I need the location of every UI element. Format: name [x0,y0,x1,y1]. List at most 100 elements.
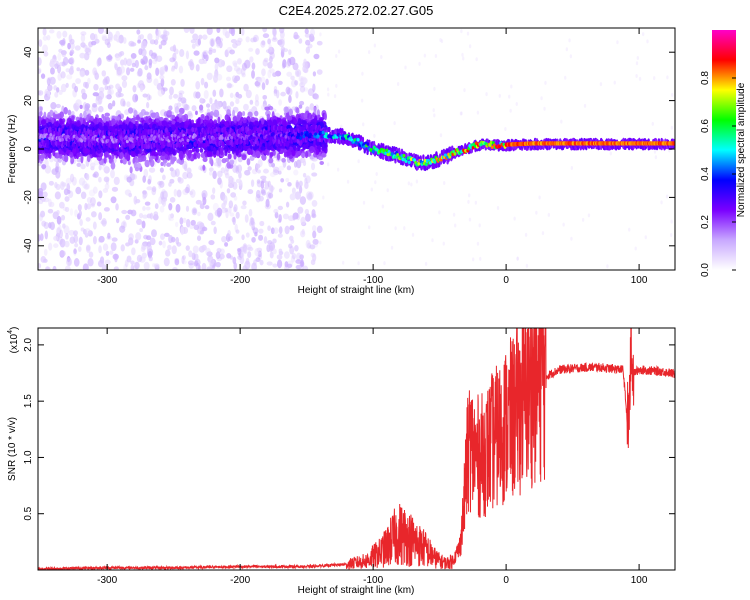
heatmap-cell [174,106,180,114]
heatmap-cell [49,109,54,117]
heatmap-cell [301,120,307,125]
heatmap-cell [216,247,222,253]
heatmap-cell [135,149,140,154]
heatmap-cell [256,140,259,146]
heatmap-cell [82,263,89,270]
heatmap-cell [261,68,266,77]
heatmap-cell [174,168,180,178]
heatmap-cell [198,58,205,65]
heatmap-cell [113,150,117,156]
heatmap-cell [150,52,157,60]
heatmap-cell [221,207,227,214]
heatmap-cell [431,238,434,243]
heatmap-cell [187,260,195,266]
heatmap-cell [174,258,180,266]
heatmap-cell [227,229,231,238]
heatmap-cell [243,103,249,111]
heatmap-cell [232,206,237,213]
heatmap-cell [289,235,294,242]
heatmap-cell [198,264,202,270]
heatmap-cell [60,181,65,190]
heatmap-cell [136,29,141,35]
heatmap-cell [516,256,519,261]
heatmap-cell [110,161,116,170]
heatmap-cell [564,75,567,80]
heatmap-cell [128,233,134,241]
heatmap-cell [131,62,136,68]
heatmap-cell [299,100,305,106]
heatmap-cell [305,175,311,184]
heatmap-cell [176,159,182,164]
heatmap-cell [423,53,427,58]
heatmap-cell [471,257,475,262]
heatmap-cell [130,151,135,158]
heatmap-cell [222,100,227,110]
heatmap-cell [599,82,603,87]
heatmap-cell [56,30,62,39]
heatmap-cell [273,85,278,93]
heatmap-cell [281,157,286,163]
heatmap-cell [170,169,177,178]
heatmap-cell [153,211,159,217]
heatmap-cell [199,97,203,103]
spectrogram-heatmap [38,28,675,270]
heatmap-cell [285,61,291,68]
heatmap-cell [197,38,201,46]
heatmap-cell [201,51,206,61]
heatmap-cell [80,227,85,232]
heatmap-cell [461,52,464,57]
heatmap-cell [280,178,285,183]
heatmap-cell [136,218,143,226]
heatmap-cell [162,240,166,249]
heatmap-cell [581,217,585,222]
heatmap-cell [52,54,57,61]
heatmap-cell [179,49,185,57]
heatmap-cell [232,109,236,117]
heatmap-cell [185,50,190,60]
heatmap-cell [565,47,569,52]
heatmap-cell [213,226,217,235]
heatmap-cell [45,266,51,270]
heatmap-cell [219,88,224,98]
heatmap-cell [92,102,97,108]
heatmap-cell [79,52,86,59]
heatmap-cell [41,164,47,170]
heatmap-cell [170,67,175,72]
heatmap-cell [269,245,273,253]
heatmap-cell [125,214,131,220]
heatmap-cell [92,173,97,178]
heatmap-cell [201,262,207,270]
heatmap-cell [138,213,144,219]
heatmap-cell [251,262,258,270]
heatmap-cell [298,38,303,44]
heatmap-cell [224,242,229,247]
heatmap-cell [468,217,472,222]
heatmap-cell [124,189,132,196]
heatmap-cell [93,83,99,91]
heatmap-cell [146,213,152,219]
heatmap-cell [206,266,211,270]
heatmap-cell [197,117,201,125]
heatmap-cell [146,101,150,109]
heatmap-cell [587,213,591,218]
heatmap-cell [159,205,165,213]
heatmap-cell [229,212,235,217]
heatmap-cell [98,144,101,150]
heatmap-cell [173,188,178,197]
heatmap-cell [185,245,190,251]
heatmap-cell [335,53,338,58]
heatmap-cell [39,233,44,241]
heatmap-cell [312,83,316,93]
heatmap-cell [75,99,82,107]
heatmap-cell [214,57,220,64]
heatmap-cell [110,169,115,179]
heatmap-cell [233,152,237,160]
heatmap-cell [208,167,214,172]
heatmap-cell [261,117,265,125]
heatmap-cell [263,57,269,63]
heatmap-cell [142,206,146,211]
heatmap-cell [235,98,240,105]
heatmap-cell [381,204,385,209]
heatmap-cell [294,245,299,252]
heatmap-cell [80,155,84,164]
